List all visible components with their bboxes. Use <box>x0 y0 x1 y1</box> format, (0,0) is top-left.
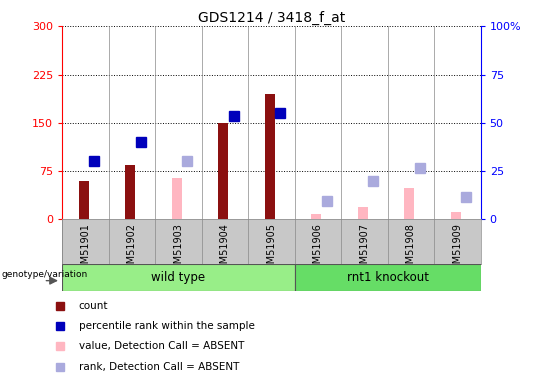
Text: GSM51901: GSM51901 <box>80 223 90 276</box>
Bar <box>311 214 321 219</box>
Text: value, Detection Call = ABSENT: value, Detection Call = ABSENT <box>79 341 244 351</box>
Bar <box>125 165 136 219</box>
Text: GSM51906: GSM51906 <box>313 223 323 276</box>
Bar <box>172 177 182 219</box>
Bar <box>79 181 89 219</box>
Text: count: count <box>79 301 109 311</box>
Bar <box>451 211 461 219</box>
Text: GSM51903: GSM51903 <box>173 223 184 276</box>
Text: GSM51908: GSM51908 <box>406 223 416 276</box>
Bar <box>357 207 368 219</box>
Bar <box>404 189 414 219</box>
Text: genotype/variation: genotype/variation <box>1 270 87 279</box>
Text: GSM51904: GSM51904 <box>220 223 230 276</box>
Bar <box>218 123 228 219</box>
Title: GDS1214 / 3418_f_at: GDS1214 / 3418_f_at <box>198 11 345 25</box>
Bar <box>295 264 481 291</box>
Text: GSM51902: GSM51902 <box>127 223 137 276</box>
Text: percentile rank within the sample: percentile rank within the sample <box>79 321 255 331</box>
Text: rnt1 knockout: rnt1 knockout <box>347 271 429 284</box>
Text: wild type: wild type <box>151 271 205 284</box>
Text: GSM51907: GSM51907 <box>359 223 369 276</box>
Bar <box>265 94 275 219</box>
Text: GSM51905: GSM51905 <box>266 223 276 276</box>
Text: rank, Detection Call = ABSENT: rank, Detection Call = ABSENT <box>79 362 239 372</box>
Text: GSM51909: GSM51909 <box>453 223 462 276</box>
Bar <box>62 264 295 291</box>
